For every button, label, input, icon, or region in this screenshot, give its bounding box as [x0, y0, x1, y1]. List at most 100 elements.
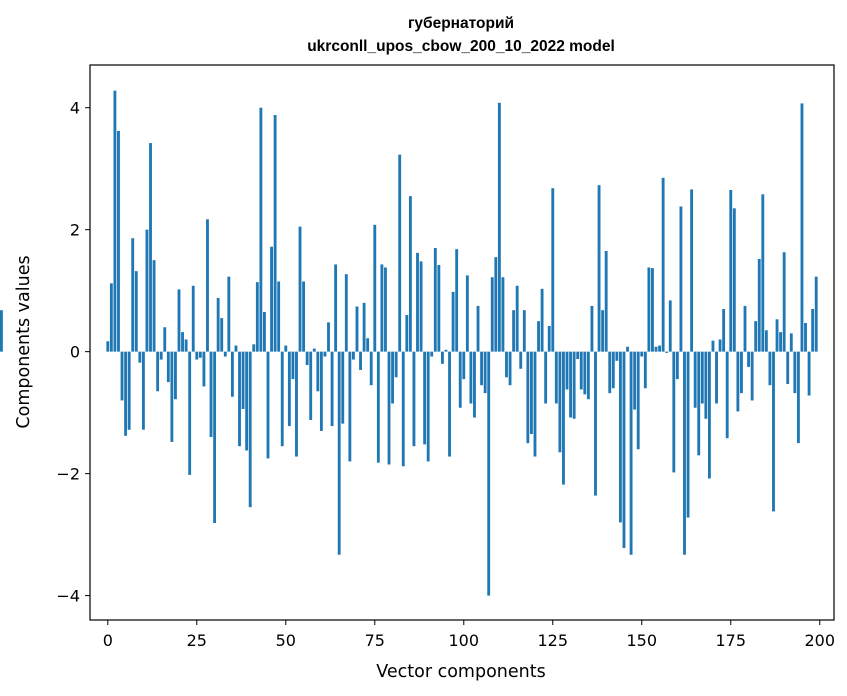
bar-196: [804, 322, 807, 352]
bar-157: [665, 351, 669, 353]
bar-73: [366, 338, 370, 352]
bar-138: [597, 185, 601, 352]
bar-114: [512, 310, 516, 352]
bar-137: [594, 351, 597, 496]
bar-33: [223, 351, 227, 357]
bar-2: [113, 90, 117, 352]
x-tick-label: 75: [365, 631, 385, 650]
bar-37: [238, 351, 241, 447]
bar-41: [252, 344, 256, 352]
bar-146: [626, 346, 629, 352]
bar-92: [433, 247, 437, 352]
y-axis-label: Components values: [14, 255, 34, 428]
plot-frame: [89, 64, 835, 621]
bar-101: [465, 275, 469, 352]
bar-14: [156, 351, 160, 392]
bar-130: [569, 351, 572, 418]
bar-62: [327, 322, 330, 352]
bar-174: [725, 351, 729, 439]
bar-181: [750, 351, 754, 401]
bar-182: [754, 321, 758, 352]
bar-153: [651, 268, 654, 352]
bar-113: [508, 351, 512, 386]
bar-186: [768, 351, 772, 386]
bar-35: [230, 351, 234, 397]
bar-140: [604, 251, 608, 352]
bar-134: [583, 351, 587, 395]
bar-8: [134, 271, 138, 352]
y-tick-label: 2: [70, 221, 80, 240]
bar-173: [722, 308, 726, 352]
bar-165: [693, 351, 697, 408]
bar-162: [683, 351, 686, 555]
bar-199: [814, 276, 818, 352]
bar-97: [451, 291, 455, 352]
bar-102: [469, 351, 473, 404]
bar-177: [736, 351, 740, 412]
bar-57: [309, 351, 313, 420]
bar-28: [206, 219, 209, 352]
bar-99: [458, 351, 462, 408]
y-tick-label: −2: [56, 465, 80, 484]
bar-98: [455, 249, 459, 352]
y-tick-label: −4: [56, 587, 80, 606]
bar-133: [579, 351, 583, 390]
bar-64: [334, 264, 338, 352]
bar-127: [558, 351, 562, 453]
bar-48: [277, 281, 281, 352]
bar-126: [554, 351, 558, 404]
bar-152: [647, 267, 651, 352]
bar-91: [430, 351, 434, 357]
bar-194: [796, 351, 800, 444]
bar-71: [359, 351, 362, 370]
bar-90: [426, 351, 430, 462]
bar-58: [312, 348, 316, 352]
bar-23: [188, 351, 192, 475]
bar-9: [138, 351, 142, 363]
bar-108: [490, 277, 494, 352]
bar-143: [615, 351, 619, 361]
bar-142: [611, 351, 615, 389]
bar-122: [540, 288, 544, 352]
bar-178: [740, 351, 743, 394]
bar-25: [195, 351, 199, 360]
y-axis-ticks: −4 −2 0 2 4: [56, 99, 90, 606]
bar-139: [601, 310, 605, 352]
x-tick-label: 50: [276, 631, 296, 650]
bar-81: [394, 351, 398, 378]
bar-161: [679, 206, 683, 352]
bar-170: [711, 340, 715, 352]
bar-52: [291, 351, 295, 380]
bar-172: [718, 339, 722, 352]
bar-192: [789, 333, 793, 352]
bar-155: [658, 345, 661, 352]
bar-132: [576, 351, 580, 359]
bar-10: [141, 351, 145, 430]
bar-84: [405, 315, 409, 352]
bar-45: [266, 351, 270, 459]
bar-135: [586, 351, 590, 400]
bar-1: [109, 283, 113, 352]
bar-77: [380, 264, 384, 352]
bar-158: [668, 300, 672, 352]
bar-67: [344, 274, 348, 352]
bar-123: [544, 351, 548, 404]
bar-38: [241, 351, 245, 409]
y-tick-label: 4: [70, 99, 80, 118]
bar-124: [547, 326, 551, 352]
bar-190: [782, 252, 786, 352]
bar-193: [793, 351, 797, 394]
bar-125: [551, 188, 555, 352]
bar-78: [384, 267, 387, 352]
x-tick-label: 150: [626, 631, 657, 650]
bar-6: [127, 351, 131, 430]
bar-66: [341, 351, 345, 424]
bar-39: [245, 351, 249, 451]
bar-3: [117, 130, 120, 352]
bar-159: [672, 351, 676, 473]
bar-154: [654, 346, 658, 352]
bar-54: [298, 226, 302, 352]
bar-15: [159, 351, 163, 360]
bar-44: [263, 312, 266, 352]
